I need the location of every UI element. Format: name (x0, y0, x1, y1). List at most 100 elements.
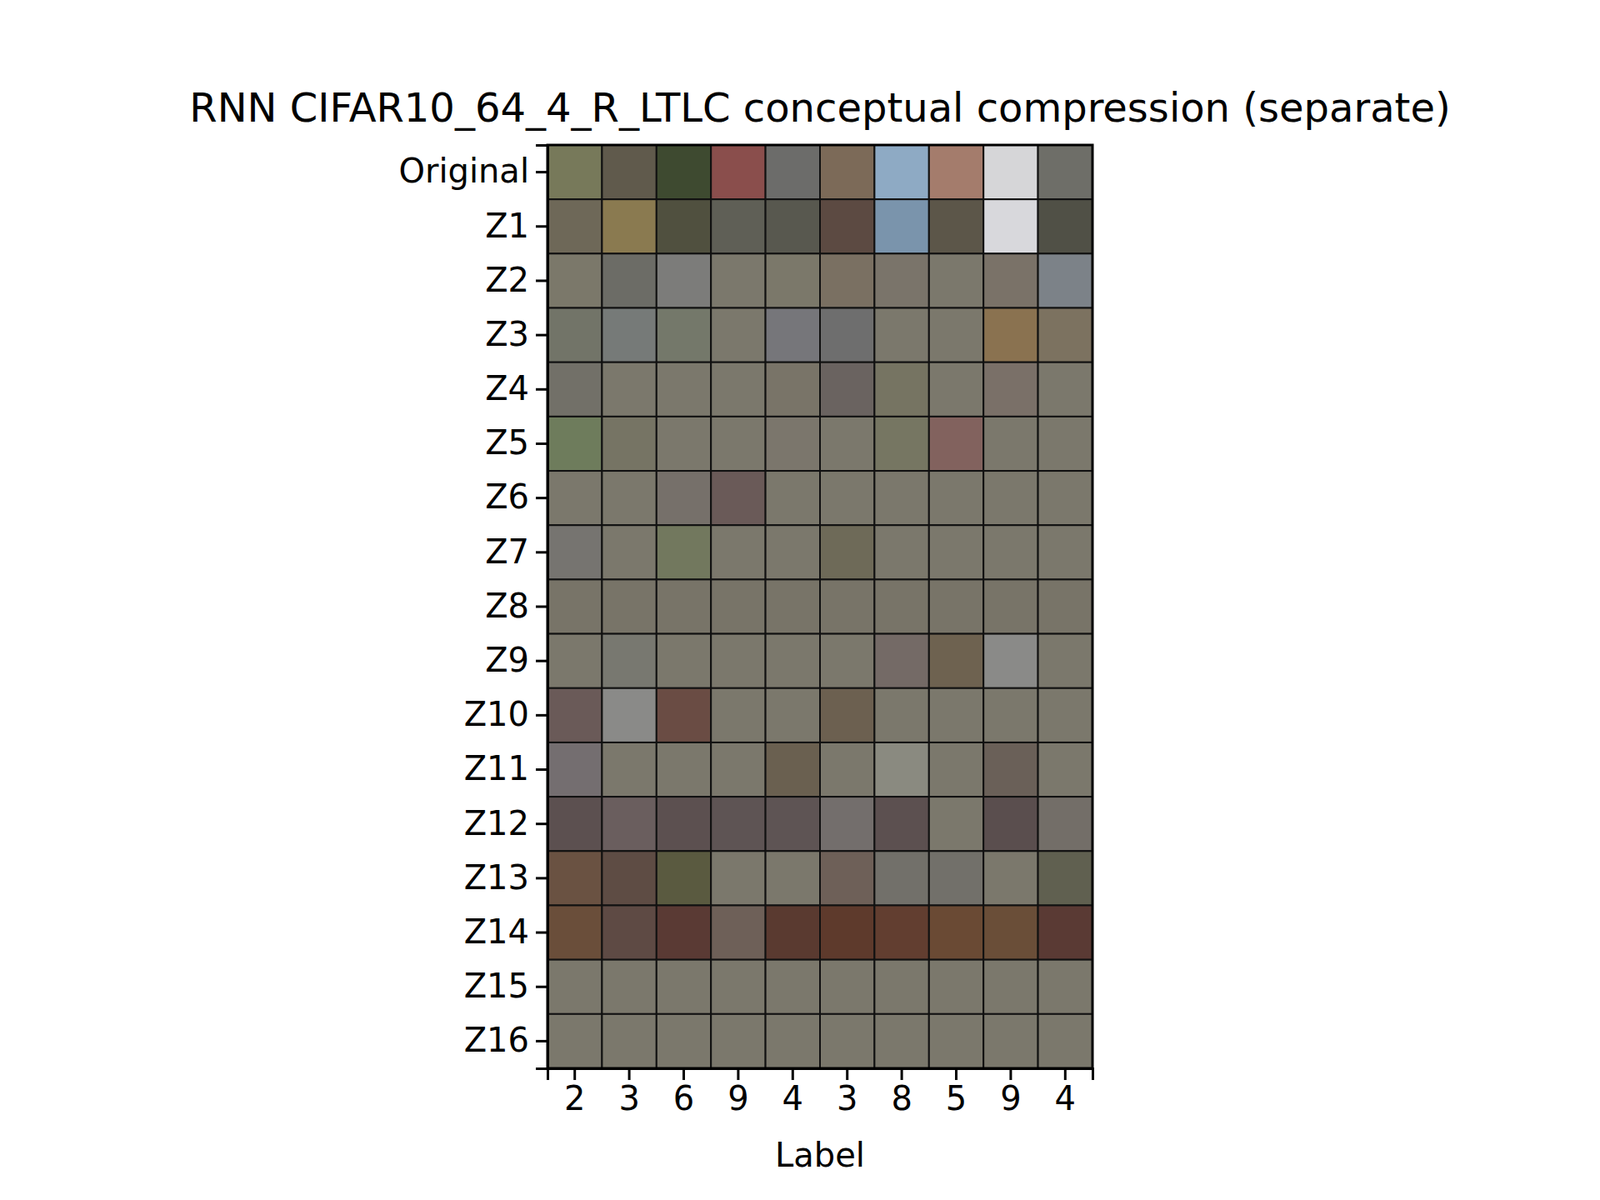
tick-mark (535, 985, 548, 989)
tick-mark (535, 170, 548, 174)
tick: Z5 (485, 423, 548, 462)
image-cell (547, 850, 602, 905)
image-cell (710, 145, 765, 200)
tick-label: Z2 (485, 260, 530, 300)
tick: Z3 (485, 315, 548, 354)
image-cell (874, 905, 929, 960)
image-cell (983, 796, 1038, 851)
image-cell (656, 796, 711, 851)
image-cell (929, 470, 984, 525)
tick-mark (535, 768, 548, 771)
tick-mark (535, 1040, 548, 1043)
image-cell (1038, 634, 1093, 689)
image-cell (874, 796, 929, 851)
image-cell (601, 145, 656, 200)
image-cell (547, 145, 602, 200)
image-cell (820, 688, 875, 743)
image-cell (820, 525, 875, 580)
image-cell (547, 960, 602, 1015)
tick: Z11 (464, 749, 548, 788)
image-cell (547, 199, 602, 254)
image-cell (820, 796, 875, 851)
tick: 5 (945, 1068, 967, 1118)
image-cell (710, 960, 765, 1015)
image-cell (765, 525, 820, 580)
tick-mark (791, 1068, 795, 1080)
tick-label: Z6 (485, 477, 530, 516)
image-cell (656, 634, 711, 689)
image-cell (820, 362, 875, 417)
image-cell (765, 308, 820, 363)
tick-label: Z7 (485, 532, 530, 571)
tick-mark (535, 334, 548, 337)
image-cell (983, 253, 1038, 308)
tick-label: Z16 (464, 1020, 530, 1060)
tick-label: Original (398, 151, 530, 190)
tick: Z10 (464, 695, 548, 734)
image-cell (983, 308, 1038, 363)
image-cell (929, 308, 984, 363)
image-cell (765, 470, 820, 525)
tick-mark (1064, 1068, 1067, 1080)
image-cell (929, 850, 984, 905)
tick-mark (535, 279, 548, 282)
image-cell (601, 742, 656, 797)
image-cell (1038, 742, 1093, 797)
image-cell (874, 470, 929, 525)
tick-label: 2 (564, 1079, 585, 1118)
image-cell (601, 850, 656, 905)
image-cell (601, 199, 656, 254)
tick: Z15 (464, 966, 548, 1005)
image-cell (1038, 1014, 1093, 1069)
image-cell (710, 796, 765, 851)
tick-label: 8 (890, 1079, 912, 1118)
tick: Z13 (464, 858, 548, 897)
image-cell (983, 362, 1038, 417)
tick-mark (845, 1068, 849, 1080)
image-cell (929, 525, 984, 580)
tick-mark (573, 1068, 576, 1080)
image-cell (874, 145, 929, 200)
image-cell (1038, 362, 1093, 417)
image-cell (547, 688, 602, 743)
image-cell (1038, 905, 1093, 960)
image-cell (765, 579, 820, 634)
image-cell (765, 742, 820, 797)
image-cell (547, 742, 602, 797)
image-cell (601, 416, 656, 471)
image-cell (710, 905, 765, 960)
image-cell (601, 308, 656, 363)
tick-mark (535, 388, 548, 391)
tick-label: 9 (1000, 1079, 1021, 1118)
image-cell (656, 362, 711, 417)
image-cell (601, 470, 656, 525)
image-cell (929, 905, 984, 960)
image-cell (601, 960, 656, 1015)
image-cell (656, 960, 711, 1015)
image-cell (874, 199, 929, 254)
image-cell (874, 688, 929, 743)
image-cell (874, 850, 929, 905)
tick: 3 (836, 1068, 858, 1118)
frame (547, 145, 1093, 1069)
image-cell (820, 850, 875, 905)
image-cell (1038, 960, 1093, 1015)
cells (547, 145, 1093, 1069)
title: RNN CIFAR10_64_4_R_LTLC conceptual compr… (189, 84, 1450, 131)
image-cell (929, 634, 984, 689)
image-cell (710, 579, 765, 634)
tick-label: Z4 (485, 369, 530, 408)
image-cell (983, 416, 1038, 471)
image-cell (656, 742, 711, 797)
image-cell (547, 253, 602, 308)
tick-label: Z10 (464, 695, 530, 734)
image-cell (601, 796, 656, 851)
image-cell (765, 634, 820, 689)
tick-label: 4 (1055, 1079, 1076, 1118)
image-cell (820, 960, 875, 1015)
image-cell (820, 634, 875, 689)
image-cell (874, 525, 929, 580)
image-cell (765, 850, 820, 905)
image-cell (710, 688, 765, 743)
tick-label: Z13 (464, 858, 530, 897)
